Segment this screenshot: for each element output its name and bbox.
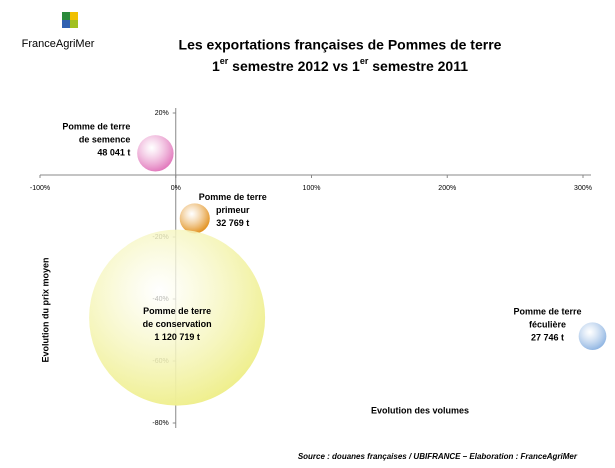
source: Source : douanes françaises / UBIFRANCE … <box>298 452 578 461</box>
y-axis-title: Evolution du prix moyen <box>40 257 50 362</box>
x-tick-label: -100% <box>30 185 50 192</box>
bubble-value-label: 48 041 t <box>97 148 130 158</box>
chart-title: Les exportations françaises de Pommes de… <box>179 37 502 53</box>
bubble-label: Pomme de terre <box>199 192 267 202</box>
logo-icon <box>62 12 78 28</box>
subtitle-part: semestre 2012 vs 1 <box>228 58 360 74</box>
bubble-label: de semence <box>79 135 131 145</box>
x-axis-title: Evolution des volumes <box>371 405 469 415</box>
bubble-label: de conservation <box>143 319 212 329</box>
x-tick-label: 100% <box>303 185 321 192</box>
x-tick-label: 200% <box>438 185 456 192</box>
bubble-label: Pomme de terre <box>143 306 211 316</box>
bubble <box>89 229 266 406</box>
bubble <box>137 135 174 172</box>
bubble-value-label: 32 769 t <box>216 218 249 228</box>
y-tick-label: 20% <box>155 110 169 117</box>
subtitle-part: 1 <box>212 58 220 74</box>
bubble <box>179 203 210 234</box>
bubble-value-label: 1 120 719 t <box>154 332 200 342</box>
superscript: er <box>360 56 369 66</box>
logo-text: FranceAgriMer <box>22 38 95 50</box>
bubble <box>578 322 607 351</box>
chart-subtitle: 1er semestre 2012 vs 1er semestre 2011 <box>212 56 468 73</box>
bubble-label: Pomme de terre <box>513 307 581 317</box>
subtitle-part: semestre 2011 <box>368 58 468 74</box>
superscript: er <box>220 56 229 66</box>
x-tick-label: 300% <box>574 185 592 192</box>
bubble-label: primeur <box>216 205 250 215</box>
bubble-label: Pomme de terre <box>62 122 130 132</box>
y-tick-label: -80% <box>152 420 168 427</box>
bubble-label: féculière <box>529 320 566 330</box>
bubble-value-label: 27 746 t <box>531 333 564 343</box>
x-tick-label: 0% <box>171 185 181 192</box>
